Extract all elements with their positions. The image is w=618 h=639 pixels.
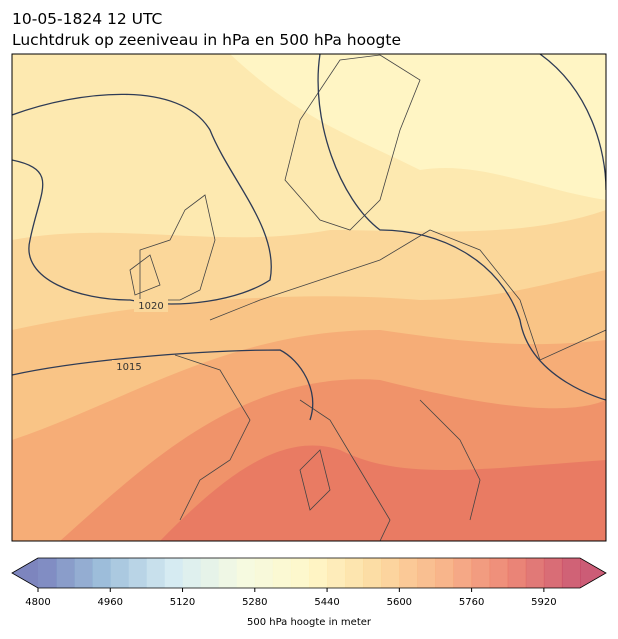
colorbar-bin <box>236 558 256 588</box>
colorbar-bin <box>146 558 165 588</box>
colorbar-bin <box>74 558 93 588</box>
colorbar-bin <box>56 558 75 588</box>
isobar-label: 1015 <box>116 362 141 373</box>
colorbar-bin <box>309 558 328 588</box>
isobar-label: 1020 <box>138 301 163 312</box>
colorbar-bin <box>507 558 527 588</box>
colorbar-tick-label: 4800 <box>25 597 50 608</box>
colorbar-bin <box>543 558 563 588</box>
colorbar-bin <box>561 558 581 588</box>
colorbar-bin <box>254 558 274 588</box>
map-area: 1020 1015 <box>12 54 606 541</box>
date-title: 10-05-1824 12 UTC <box>12 10 162 28</box>
colorbar-bin <box>182 558 202 588</box>
colorbar-tick-label: 5760 <box>459 597 484 608</box>
colorbar-bin <box>200 558 220 588</box>
map-title: Luchtdruk op zeeniveau in hPa en 500 hPa… <box>12 31 401 49</box>
colorbar-extend <box>12 558 38 588</box>
colorbar-tick-label: 5120 <box>170 597 195 608</box>
colorbar-bin <box>453 558 473 588</box>
colorbar-bin <box>399 558 418 588</box>
colorbar-tick-label: 5600 <box>387 597 412 608</box>
colorbar-label: 500 hPa hoogte in meter <box>247 617 372 628</box>
colorbar-bin <box>435 558 455 588</box>
colorbar-bin <box>471 558 491 588</box>
colorbar-bin <box>290 558 310 588</box>
colorbar-bin <box>381 558 400 588</box>
colorbar-tick-label: 5440 <box>314 597 339 608</box>
colorbar-outline <box>11 557 607 589</box>
colorbar-bin <box>327 558 346 588</box>
colorbar-bin <box>525 558 545 588</box>
colorbar: 4800 4960 5120 5280 5440 5600 5760 5920 <box>11 557 607 608</box>
colorbar-tick-label: 5280 <box>242 597 267 608</box>
colorbar-bin <box>417 558 436 588</box>
colorbar-bin <box>363 558 382 588</box>
colorbar-bin <box>38 558 57 588</box>
colorbar-bin <box>272 558 292 588</box>
colorbar-bin <box>218 558 238 588</box>
colorbar-extend <box>580 558 606 588</box>
colorbar-tick-label: 4960 <box>98 597 123 608</box>
colorbar-bin <box>92 558 111 588</box>
colorbar-tick-label: 5920 <box>531 597 556 608</box>
colorbar-bin <box>489 558 509 588</box>
colorbar-bin <box>345 558 364 588</box>
colorbar-bin <box>164 558 184 588</box>
map-frame <box>11 53 607 542</box>
colorbar-bin <box>128 558 147 588</box>
colorbar-bin <box>110 558 129 588</box>
